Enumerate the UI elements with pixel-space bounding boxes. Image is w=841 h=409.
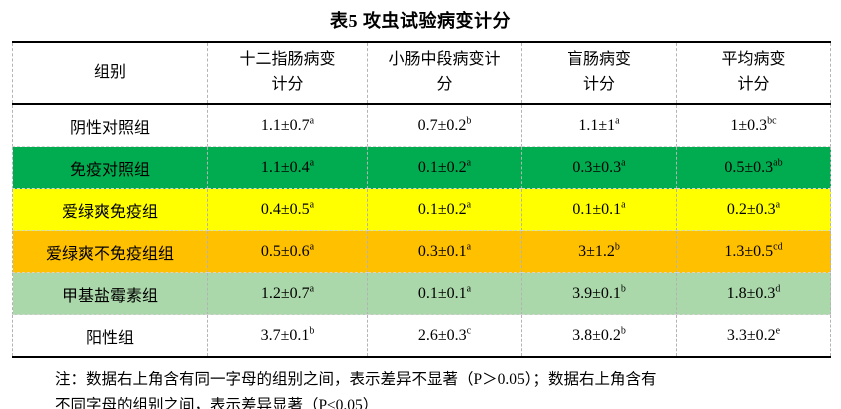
significance-superscript: a xyxy=(621,157,626,169)
col-header-group: 组别 xyxy=(12,42,208,104)
significance-superscript: a xyxy=(621,199,626,211)
col-header-average-score: 平均病变 计分 xyxy=(676,42,831,104)
score-value: 1.2±0.7 xyxy=(260,284,310,302)
significance-superscript: b xyxy=(614,241,620,253)
significance-superscript: a xyxy=(309,283,315,295)
significance-superscript: a xyxy=(309,115,315,127)
significance-superscript: b xyxy=(620,283,626,295)
score-value: 3.9±0.1 xyxy=(572,284,621,302)
score-value: 1.1±0.4 xyxy=(260,158,310,176)
significance-superscript: a xyxy=(466,283,472,295)
table-row: 免疫对照组 1.1±0.4a 0.1±0.2a 0.3±0.3a 0.5±0.3… xyxy=(12,146,831,189)
significance-superscript: e xyxy=(775,325,781,337)
footnote: 注：数据右上角含有同一字母的组别之间，表示差异不显著（P＞0.05）；数据右上角… xyxy=(55,371,657,409)
significance-superscript: b xyxy=(620,325,626,337)
table-row: 甲基盐霉素组 1.2±0.7a 0.1±0.1a 3.9±0.1b 1.8±0.… xyxy=(12,272,831,315)
score-cell: 0.2±0.3a xyxy=(676,188,831,231)
significance-superscript: d xyxy=(775,283,781,295)
score-value: 3.7±0.1 xyxy=(260,326,310,344)
lesion-score-table: 组别 十二指肠病变 计分 小肠中段病变计 分 盲肠病变 计分 平均病变 计分 阴… xyxy=(12,41,831,358)
score-cell: 3±1.2b xyxy=(521,230,677,273)
score-cell: 0.5±0.3ab xyxy=(676,146,831,189)
score-value: 0.1±0.2 xyxy=(417,200,467,218)
score-cell: 1.3±0.5cd xyxy=(676,230,831,273)
score-value: 0.1±0.1 xyxy=(417,284,467,302)
score-cell: 3.7±0.1b xyxy=(207,314,368,358)
significance-superscript: cd xyxy=(773,241,783,253)
score-cell: 1.2±0.7a xyxy=(207,272,368,315)
score-value: 0.5±0.3 xyxy=(724,158,774,176)
table-row: 阴性对照组 1.1±0.7a 0.7±0.2b 1.1±1a 1±0.3bc xyxy=(12,103,831,147)
score-value: 1.1±0.7 xyxy=(260,116,310,134)
group-name-cell: 免疫对照组 xyxy=(12,146,208,189)
significance-superscript: a xyxy=(775,199,781,211)
score-cell: 3.3±0.2e xyxy=(676,314,831,358)
significance-superscript: b xyxy=(466,115,472,127)
score-value: 0.1±0.2 xyxy=(417,158,467,176)
score-cell: 1.1±0.4a xyxy=(207,146,368,189)
table-row: 爱绿爽不免疫组组 0.5±0.6a 0.3±0.1a 3±1.2b 1.3±0.… xyxy=(12,230,831,273)
significance-superscript: a xyxy=(466,157,472,169)
col-header-mid-intestine-score: 小肠中段病变计 分 xyxy=(367,42,522,104)
col-header-duodenum-score: 十二指肠病变 计分 xyxy=(207,42,368,104)
score-cell: 0.4±0.5a xyxy=(207,188,368,231)
score-cell: 1.8±0.3d xyxy=(676,272,831,315)
table-title: 表5 攻虫试验病变计分 xyxy=(330,11,511,31)
score-cell: 0.7±0.2b xyxy=(367,103,522,147)
score-cell: 0.3±0.3a xyxy=(521,146,677,189)
score-value: 3.8±0.2 xyxy=(572,326,621,344)
score-value: 0.3±0.3 xyxy=(572,158,622,176)
group-name-cell: 爱绿爽免疫组 xyxy=(12,188,208,231)
score-cell: 2.6±0.3c xyxy=(367,314,522,358)
group-name-cell: 阳性组 xyxy=(12,314,208,358)
score-cell: 0.1±0.2a xyxy=(367,188,522,231)
significance-superscript: a xyxy=(309,199,315,211)
score-value: 1.3±0.5 xyxy=(724,242,774,260)
group-name-cell: 甲基盐霉素组 xyxy=(12,272,208,315)
score-cell: 3.9±0.1b xyxy=(521,272,677,315)
score-value: 2.6±0.3 xyxy=(417,326,467,344)
table-row: 阳性组 3.7±0.1b 2.6±0.3c 3.8±0.2b 3.3±0.2e xyxy=(12,314,831,358)
score-cell: 0.5±0.6a xyxy=(207,230,368,273)
group-name-cell: 阴性对照组 xyxy=(12,103,208,147)
header-row: 组别 十二指肠病变 计分 小肠中段病变计 分 盲肠病变 计分 平均病变 计分 xyxy=(12,42,831,104)
score-cell: 1±0.3bc xyxy=(676,103,831,147)
score-value: 1.1±1 xyxy=(578,116,616,134)
score-value: 0.7±0.2 xyxy=(417,116,467,134)
table-row: 爱绿爽免疫组 0.4±0.5a 0.1±0.2a 0.1±0.1a 0.2±0.… xyxy=(12,188,831,231)
significance-superscript: a xyxy=(466,241,472,253)
score-value: 0.2±0.3 xyxy=(726,200,776,218)
significance-superscript: a xyxy=(309,241,315,253)
score-cell: 1.1±0.7a xyxy=(207,103,368,147)
score-cell: 0.1±0.2a xyxy=(367,146,522,189)
score-cell: 1.1±1a xyxy=(521,103,677,147)
significance-superscript: b xyxy=(309,325,315,337)
score-value: 1.8±0.3 xyxy=(726,284,776,302)
score-cell: 3.8±0.2b xyxy=(521,314,677,358)
score-cell: 0.1±0.1a xyxy=(367,272,522,315)
significance-superscript: bc xyxy=(767,115,777,127)
col-header-cecum-score: 盲肠病变 计分 xyxy=(521,42,677,104)
score-value: 0.4±0.5 xyxy=(260,200,310,218)
score-value: 1±0.3 xyxy=(730,116,768,134)
score-value: 0.5±0.6 xyxy=(260,242,310,260)
significance-superscript: a xyxy=(309,157,315,169)
score-value: 0.1±0.1 xyxy=(572,200,622,218)
significance-superscript: a xyxy=(466,199,472,211)
score-cell: 0.3±0.1a xyxy=(367,230,522,273)
score-cell: 0.1±0.1a xyxy=(521,188,677,231)
group-name-cell: 爱绿爽不免疫组组 xyxy=(12,230,208,273)
score-value: 3±1.2 xyxy=(578,242,615,260)
significance-superscript: c xyxy=(466,325,472,337)
significance-superscript: ab xyxy=(773,157,783,169)
significance-superscript: a xyxy=(615,115,620,127)
score-value: 3.3±0.2 xyxy=(726,326,776,344)
score-value: 0.3±0.1 xyxy=(417,242,467,260)
